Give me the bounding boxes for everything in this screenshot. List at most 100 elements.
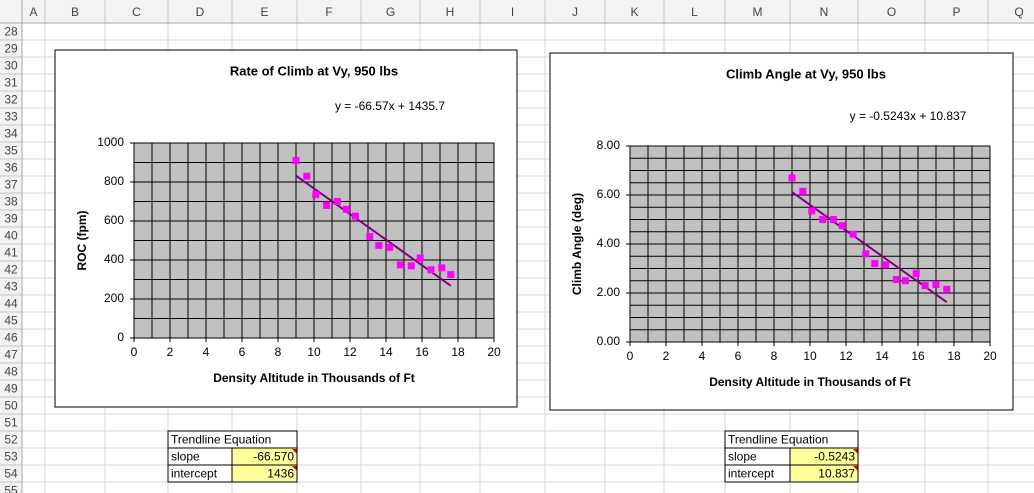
row-header[interactable]: 46 — [4, 331, 18, 345]
row-header[interactable]: 37 — [4, 178, 18, 192]
row-header[interactable]: 35 — [4, 144, 18, 158]
column-header[interactable]: D — [196, 5, 205, 19]
row-header[interactable]: 47 — [4, 348, 18, 362]
x-axis-label: Density Altitude in Thousands of Ft — [213, 371, 415, 385]
x-tick-label: 10 — [803, 349, 817, 363]
table-border — [724, 430, 859, 483]
data-point — [396, 261, 404, 269]
column-header[interactable]: J — [572, 5, 578, 19]
column-header[interactable]: H — [446, 5, 455, 19]
row-header[interactable]: 44 — [4, 297, 18, 311]
trendline-equation: y = -0.5243x + 10.837 — [850, 109, 967, 123]
column-header[interactable]: F — [325, 5, 332, 19]
y-tick-label: 1000 — [97, 135, 124, 149]
x-tick-label: 2 — [167, 345, 174, 359]
x-tick-label: 4 — [203, 345, 210, 359]
data-point — [375, 241, 383, 249]
data-point — [366, 233, 374, 241]
data-point — [808, 207, 816, 215]
table-header[interactable]: Trendline Equation — [728, 433, 828, 447]
data-point — [799, 187, 807, 195]
row-label: slope — [728, 450, 757, 464]
row-header[interactable]: 45 — [4, 314, 18, 328]
data-point — [871, 260, 879, 268]
row-value: 10.837 — [818, 467, 855, 481]
row-header[interactable]: 42 — [4, 263, 18, 277]
cell-background — [725, 431, 858, 448]
row-header[interactable]: 38 — [4, 195, 18, 209]
column-header[interactable]: K — [630, 5, 638, 19]
column-header[interactable]: L — [691, 5, 698, 19]
row-header[interactable]: 55 — [4, 484, 18, 493]
row-header-bar — [0, 0, 22, 493]
row-header[interactable]: 43 — [4, 280, 18, 294]
table-header[interactable]: Trendline Equation — [171, 433, 271, 447]
row-header[interactable]: 29 — [4, 42, 18, 56]
data-point — [292, 157, 300, 165]
trendline-equation: y = -66.57x + 1435.7 — [335, 99, 445, 113]
comment-indicator — [853, 466, 858, 471]
table-border — [167, 430, 298, 483]
x-tick-label: 2 — [663, 349, 670, 363]
data-point — [849, 230, 857, 238]
x-tick-label: 10 — [307, 345, 321, 359]
column-header[interactable]: Q — [1014, 5, 1023, 19]
x-tick-label: 14 — [875, 349, 889, 363]
data-point — [386, 243, 394, 251]
y-tick-label: 200 — [104, 291, 124, 305]
column-header[interactable]: B — [71, 5, 79, 19]
trendline — [295, 174, 452, 287]
row-header[interactable]: 41 — [4, 246, 18, 260]
column-header[interactable]: G — [386, 5, 395, 19]
cell-background — [168, 431, 297, 448]
data-point — [882, 261, 890, 269]
row-header[interactable]: 50 — [4, 399, 18, 413]
column-header[interactable]: A — [29, 5, 37, 19]
row-header[interactable]: 51 — [4, 416, 18, 430]
x-tick-label: 0 — [627, 349, 634, 363]
row-header[interactable]: 33 — [4, 110, 18, 124]
row-header[interactable]: 31 — [4, 76, 18, 90]
x-tick-label: 8 — [275, 345, 282, 359]
y-tick-label: 4.00 — [597, 236, 621, 250]
column-header[interactable]: N — [820, 5, 829, 19]
column-header[interactable]: O — [887, 5, 896, 19]
data-point — [416, 254, 424, 262]
row-header[interactable]: 52 — [4, 433, 18, 447]
y-tick-label: 8.00 — [597, 138, 621, 152]
column-header-bar — [0, 0, 1034, 23]
data-point — [829, 216, 837, 223]
comment-indicator — [292, 449, 297, 454]
row-header[interactable]: 54 — [4, 467, 18, 481]
row-header[interactable]: 53 — [4, 450, 18, 464]
y-axis-label: Climb Angle (deg) — [570, 193, 584, 295]
x-tick-label: 4 — [699, 349, 706, 363]
row-header[interactable]: 28 — [4, 25, 18, 39]
x-tick-label: 16 — [415, 345, 429, 359]
row-header[interactable]: 39 — [4, 212, 18, 226]
chart-title: Rate of Climb at Vy, 950 lbs — [230, 63, 398, 78]
row-header[interactable]: 32 — [4, 93, 18, 107]
row-header[interactable]: 30 — [4, 59, 18, 73]
data-point — [901, 277, 909, 285]
column-header[interactable]: P — [952, 5, 960, 19]
row-header[interactable]: 48 — [4, 365, 18, 379]
data-point — [892, 276, 900, 284]
data-point — [323, 201, 331, 209]
column-header[interactable]: C — [132, 5, 141, 19]
row-header[interactable]: 34 — [4, 127, 18, 141]
x-tick-label: 20 — [983, 349, 997, 363]
data-point — [447, 271, 455, 279]
column-header[interactable]: I — [511, 5, 514, 19]
row-header[interactable]: 36 — [4, 161, 18, 175]
chart-title: Climb Angle at Vy, 950 lbs — [726, 66, 886, 81]
row-header[interactable]: 49 — [4, 382, 18, 396]
column-header[interactable]: M — [753, 5, 763, 19]
column-header[interactable]: E — [260, 5, 268, 19]
y-tick-label: 6.00 — [597, 187, 621, 201]
row-value: -66.570 — [253, 450, 294, 464]
row-header[interactable]: 40 — [4, 229, 18, 243]
trendline — [791, 191, 948, 304]
